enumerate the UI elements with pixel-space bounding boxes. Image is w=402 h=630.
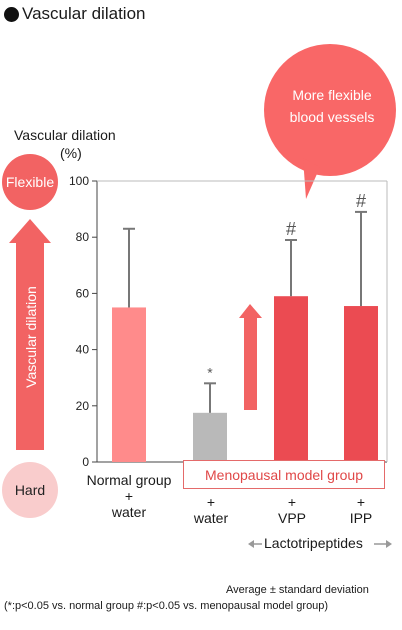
bubble-line-2: blood vessels — [289, 109, 375, 125]
y-tick-label: 0 — [82, 455, 89, 469]
y-tick-label: 20 — [76, 399, 90, 413]
hard-badge: Hard — [2, 462, 58, 518]
x-category-line1: Normal group — [86, 472, 172, 488]
y-axis-label: Vascular dilation — [14, 127, 116, 143]
y-tick-label: 40 — [76, 343, 90, 357]
x-category-vpp: + VPP — [257, 494, 327, 526]
x-category-line2: + — [287, 494, 297, 510]
x-category-line3: water — [111, 504, 147, 520]
x-category-normal: Normal group + water — [82, 472, 176, 520]
x-category-line3: VPP — [277, 510, 306, 526]
significance-marker: * — [207, 364, 213, 380]
flexibility-arrow-icon — [9, 219, 51, 450]
bubble-line-1: More flexible — [292, 87, 372, 103]
significance-marker: # — [356, 191, 366, 211]
x-category-line3: water — [193, 510, 229, 526]
title-text: Vascular dilation — [22, 4, 146, 23]
x-category-line2: + — [124, 488, 134, 504]
speech-bubble — [264, 44, 396, 199]
lactotripeptides-bracket — [248, 540, 392, 548]
bar — [274, 296, 308, 462]
x-category-line3: IPP — [349, 510, 373, 526]
footnote-average: Average ± standard deviation — [226, 584, 369, 596]
y-tick-label: 100 — [69, 174, 89, 188]
x-category-line2: + — [206, 494, 216, 510]
lactotripeptides-label: Lactotripeptides — [248, 535, 363, 551]
bubble-text: More flexible blood vessels — [262, 84, 402, 128]
footnote-significance: (*:p<0.05 vs. normal group #:p<0.05 vs. … — [4, 600, 329, 612]
menopausal-group-label: Menopausal model group — [183, 460, 385, 489]
bar — [193, 412, 227, 462]
improvement-arrow-icon — [239, 304, 262, 410]
y-tick-label: 80 — [76, 230, 90, 244]
significance-marker: # — [286, 219, 296, 239]
x-category-ipp: + IPP — [326, 494, 396, 526]
bar — [344, 306, 378, 462]
page-title: Vascular dilation — [4, 4, 145, 24]
flexible-badge: Flexible — [2, 154, 58, 210]
x-category-line2: + — [356, 494, 366, 510]
lactotripeptides-text: Lactotripeptides — [264, 535, 363, 551]
side-label: Vascular dilation — [23, 286, 39, 388]
y-ticks: 0 20 40 60 80 100 — [69, 174, 97, 469]
bar — [112, 307, 146, 462]
bullet-dot-icon — [4, 6, 19, 22]
y-axis-unit: (%) — [60, 145, 82, 161]
bars: * # # — [112, 191, 378, 462]
x-category-model-water: + water — [176, 494, 246, 526]
y-tick-label: 60 — [76, 286, 90, 300]
